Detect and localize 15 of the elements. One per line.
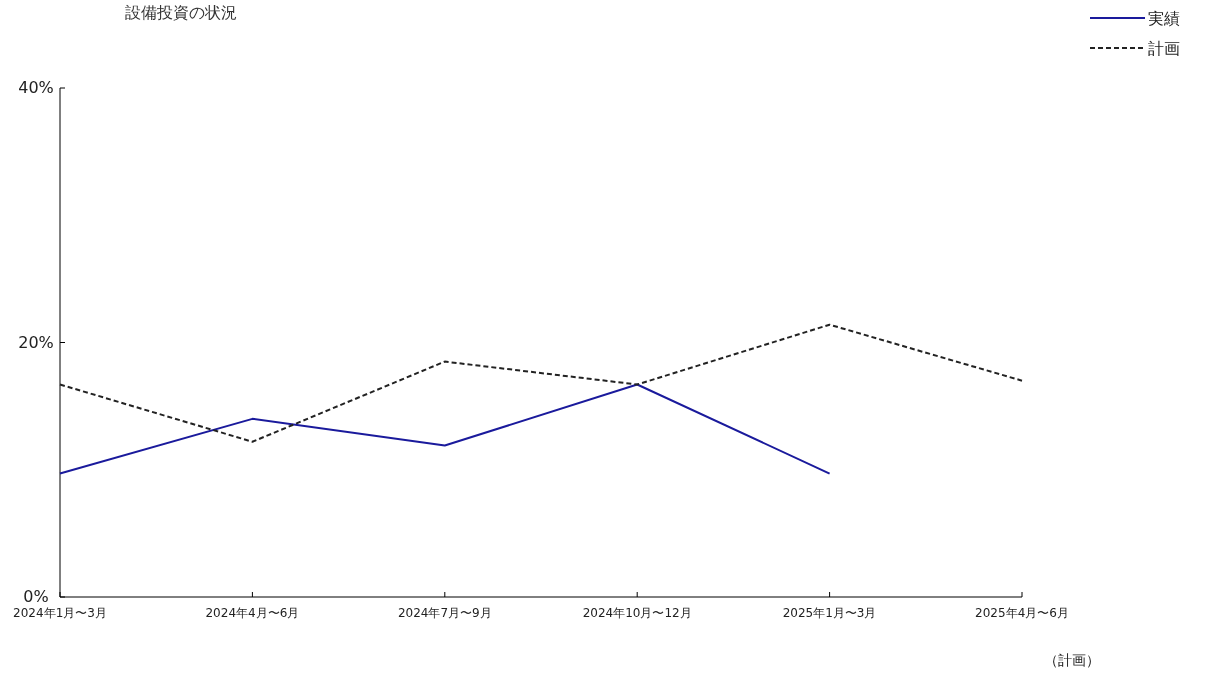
line-series [59,323,1023,443]
text: （計画） [1044,652,1100,668]
y-tick-label: 20% [18,332,54,352]
x-tick-label: 2024年10月〜12月 [582,606,692,620]
x-tick-label: 2024年7月〜9月 [397,606,492,620]
x-tick-label: 2024年4月〜6月 [205,606,300,620]
legend-label: 実績 [1148,9,1180,28]
x-tick-label: 2025年1月〜3月 [782,606,877,620]
x-tick-label: 2025年4月〜6月 [975,606,1069,620]
line-series [59,383,831,475]
y-tick-label: 0% [23,587,49,606]
x-tick-label: 2024年1月〜3月 [13,606,107,620]
legend-label: 計画 [1148,39,1180,58]
y-tick-label: 40% [18,78,54,97]
chart-title: 設備投資の状況 [125,3,237,22]
